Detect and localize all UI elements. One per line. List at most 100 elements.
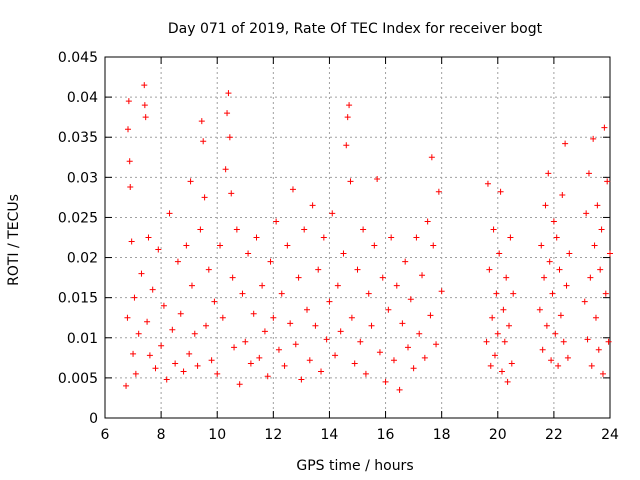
data-point <box>214 370 221 377</box>
data-point <box>483 338 490 345</box>
data-point <box>203 322 209 329</box>
data-point <box>301 226 308 233</box>
data-point <box>180 368 187 375</box>
data-point <box>222 166 229 173</box>
data-point <box>435 188 442 195</box>
data-point <box>562 140 569 147</box>
data-point <box>208 357 215 364</box>
data-point <box>581 298 588 305</box>
tick-labels: 6 8 10 12 14 16 18 20 22 24 0 0.005 0.01 0.015 0.02 0.0… <box>58 50 619 443</box>
data-point <box>592 314 599 321</box>
data-point <box>163 376 170 383</box>
data-point <box>229 274 236 281</box>
data-point <box>344 114 351 121</box>
data-point <box>219 314 226 321</box>
data-point <box>563 282 570 289</box>
data-point <box>487 362 494 369</box>
x-axis-label: GPS time / hours <box>296 458 413 474</box>
axis-ticks <box>104 56 611 419</box>
data-point <box>357 338 364 345</box>
data-points <box>123 82 613 393</box>
data-point <box>494 330 501 337</box>
data-point <box>427 312 434 319</box>
data-point <box>329 210 336 217</box>
data-point <box>421 354 428 361</box>
data-point <box>598 226 605 233</box>
plot-frame <box>104 56 611 419</box>
data-point <box>160 302 167 309</box>
data-point <box>131 294 138 301</box>
data-point <box>259 282 266 289</box>
data-point <box>590 135 597 142</box>
data-point <box>183 242 190 249</box>
data-point <box>340 250 347 257</box>
x-tick-label: 18 <box>433 427 451 443</box>
data-point <box>351 360 358 367</box>
data-point <box>343 142 350 149</box>
data-point <box>198 118 205 125</box>
data-point <box>166 210 173 217</box>
data-point <box>125 98 132 105</box>
data-point <box>201 194 208 201</box>
chart-title: Day 071 of 2019, Rate Of TEC Index for r… <box>168 21 543 37</box>
data-point <box>233 226 240 233</box>
data-point <box>549 290 556 297</box>
data-point <box>557 312 564 319</box>
data-point <box>552 330 559 337</box>
data-point <box>566 250 573 257</box>
data-point <box>225 90 232 97</box>
data-point <box>149 286 156 293</box>
data-point <box>188 282 195 289</box>
data-point <box>604 178 611 185</box>
data-point <box>292 341 299 348</box>
data-point <box>360 226 367 233</box>
data-point <box>354 266 361 273</box>
data-point <box>211 298 218 305</box>
data-point <box>289 186 296 193</box>
data-point <box>504 378 511 385</box>
data-point <box>393 282 400 289</box>
data-point <box>337 328 344 335</box>
data-point <box>306 357 313 364</box>
data-point <box>510 290 517 297</box>
data-point <box>599 370 606 377</box>
data-point <box>194 362 201 369</box>
data-point <box>247 360 254 367</box>
data-point <box>169 326 176 333</box>
data-point <box>584 336 591 343</box>
data-point <box>553 234 560 241</box>
data-point <box>413 234 420 241</box>
data-point <box>126 158 133 165</box>
data-point <box>424 218 431 225</box>
data-point <box>399 320 406 327</box>
data-point <box>587 274 594 281</box>
x-tick-label: 8 <box>157 427 166 443</box>
data-point <box>536 306 543 313</box>
data-point <box>500 306 507 313</box>
data-point <box>564 354 571 361</box>
data-point <box>152 365 159 372</box>
data-point <box>228 190 235 197</box>
data-point <box>191 330 198 337</box>
data-point <box>594 202 601 209</box>
x-tick-label: 24 <box>601 427 619 443</box>
data-point <box>371 242 378 249</box>
data-point <box>270 314 277 321</box>
data-point <box>144 318 151 325</box>
data-point <box>273 218 280 225</box>
data-point <box>231 344 238 351</box>
data-point <box>498 368 505 375</box>
data-point <box>365 290 372 297</box>
data-point <box>484 180 491 187</box>
data-point <box>396 386 403 393</box>
data-point <box>591 242 598 249</box>
grid-lines <box>105 57 610 418</box>
data-point <box>309 202 316 209</box>
data-point <box>379 274 386 281</box>
data-point <box>497 188 504 195</box>
y-tick-label: 0.04 <box>67 90 98 106</box>
data-point <box>491 352 498 359</box>
y-tick-label: 0.005 <box>58 371 98 387</box>
data-point <box>132 370 139 377</box>
